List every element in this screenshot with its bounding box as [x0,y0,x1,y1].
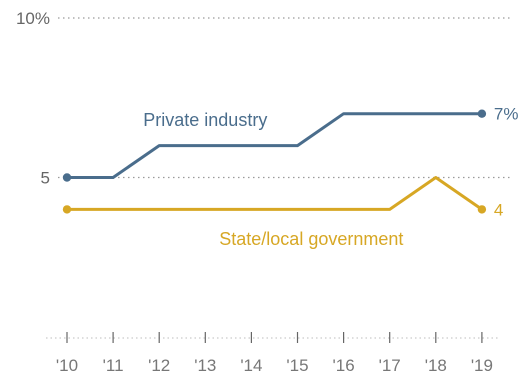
grid-lines [58,17,510,179]
data-point [62,205,72,214]
x-tick-label: '17 [379,356,401,375]
series-layer: 7% Private industry 4 State/local governmen… [62,105,519,249]
end-value-label: 4 [494,200,503,219]
series-line [65,176,484,211]
x-tick-label: '11 [103,356,124,375]
series-1: 4 State/local government [62,176,503,249]
x-tick-label: '15 [286,356,308,375]
x-tick-label: '16 [333,356,355,375]
x-tick-label: '12 [148,356,170,375]
x-tick-label: '19 [471,356,493,375]
x-axis: '10 '11 '12 '13 '14 '15 '16 '17 '18 '19 [46,332,500,375]
x-tick-label: '14 [240,356,262,375]
series-line [65,112,484,179]
x-tick-label: '13 [194,356,216,375]
series-name-label: State/local government [219,229,403,249]
series-name-label: Private industry [143,110,267,130]
y-axis-ticks: 10% 5 [16,9,50,188]
data-point [477,205,487,214]
y-tick-label: 10% [16,9,50,28]
series-0: 7% Private industry [62,105,519,182]
end-value-label: 7% [494,105,519,124]
x-tick-label: '10 [56,356,78,375]
data-point [62,173,72,182]
data-point [477,109,487,118]
y-tick-label: 5 [41,169,50,188]
x-tick-label: '18 [425,356,447,375]
